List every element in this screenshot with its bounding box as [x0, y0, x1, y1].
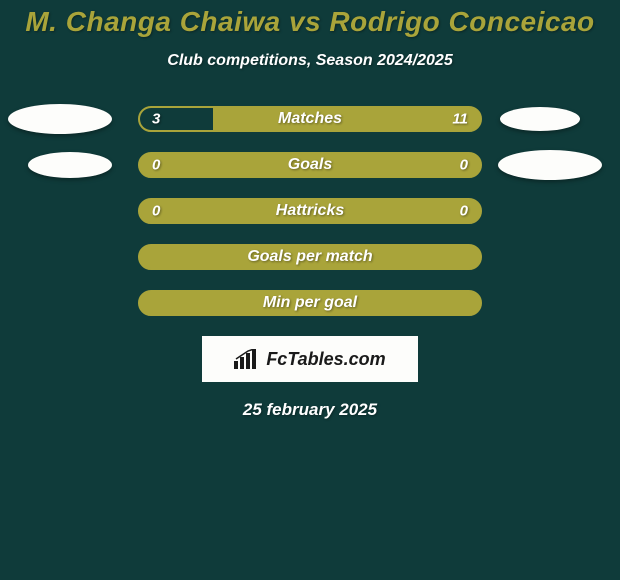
right-value: 0	[460, 203, 468, 220]
stat-rows: 3 Matches 11 0 Goals 0 0 Hattricks 0	[0, 106, 620, 316]
stat-row-goals-per-match: Goals per match	[0, 244, 620, 270]
stat-row-matches: 3 Matches 11	[0, 106, 620, 132]
stat-bar-matches: 3 Matches 11	[138, 106, 482, 132]
stat-label: Goals per match	[247, 248, 372, 266]
stat-bar-hattricks: 0 Hattricks 0	[138, 198, 482, 224]
stat-label: Matches	[278, 110, 342, 128]
stat-row-min-per-goal: Min per goal	[0, 290, 620, 316]
left-ellipse-goals	[28, 152, 112, 178]
stat-row-goals: 0 Goals 0	[0, 152, 620, 178]
comparison-canvas: M. Changa Chaiwa vs Rodrigo Conceicao Cl…	[0, 0, 620, 580]
left-value: 0	[152, 203, 160, 220]
right-value: 11	[452, 111, 468, 128]
left-value: 0	[152, 157, 160, 174]
date-label: 25 february 2025	[0, 400, 620, 420]
subtitle: Club competitions, Season 2024/2025	[0, 52, 620, 70]
logo-box: FcTables.com	[202, 336, 418, 382]
stat-bar-goals-per-match: Goals per match	[138, 244, 482, 270]
right-value: 0	[460, 157, 468, 174]
logo-text: FcTables.com	[266, 349, 385, 370]
bar-fill-left	[140, 108, 213, 130]
right-ellipse-matches	[500, 107, 580, 131]
chart-icon	[234, 349, 260, 369]
stat-label: Goals	[288, 156, 332, 174]
stat-bar-min-per-goal: Min per goal	[138, 290, 482, 316]
page-title: M. Changa Chaiwa vs Rodrigo Conceicao	[0, 0, 620, 38]
stat-bar-goals: 0 Goals 0	[138, 152, 482, 178]
stat-label: Min per goal	[263, 294, 357, 312]
left-ellipse-matches	[8, 104, 112, 134]
stat-row-hattricks: 0 Hattricks 0	[0, 198, 620, 224]
left-value: 3	[152, 111, 160, 128]
right-ellipse-goals	[498, 150, 602, 180]
stat-label: Hattricks	[276, 202, 344, 220]
